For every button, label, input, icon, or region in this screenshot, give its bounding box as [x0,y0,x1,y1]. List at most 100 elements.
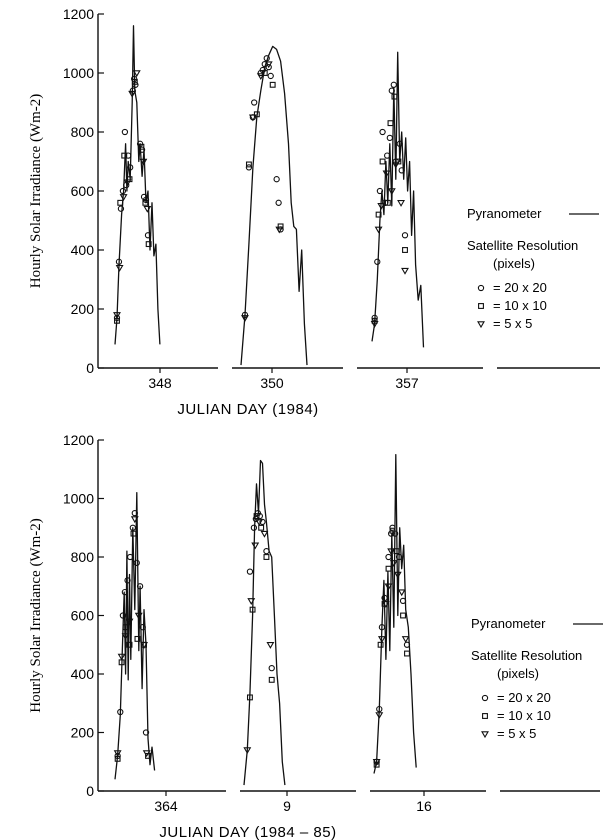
circle-point [401,232,409,239]
legend-title: Satellite Resolution [467,238,578,253]
circle-point [119,612,127,619]
circle-point [246,568,254,575]
triangle-point [377,636,386,644]
x-tick-label: 9 [283,798,291,814]
triangle-point [128,90,137,98]
y-tick-label: 1200 [63,432,94,448]
square-point [384,199,391,206]
circle-point [144,232,152,239]
triangle-point [391,161,400,169]
square-point [138,143,145,150]
triangle-point [117,653,126,661]
circle-point [117,708,124,716]
square-point [268,676,275,683]
circle-point [117,205,125,212]
legend-circle-swatch [481,694,489,702]
circle-point [273,176,280,183]
y-tick-label: 1000 [63,65,94,81]
legend-square-swatch [482,713,488,719]
triangle-point [389,560,398,567]
legend-triangle-swatch [477,321,485,329]
series-circle [113,55,409,321]
triangle-point [370,321,379,328]
legend-subtitle: (pixels) [497,666,539,681]
pyranometer-line [114,25,161,345]
triangle-point [387,188,396,196]
circle-point [390,81,397,88]
square-point [404,650,410,657]
triangle-point [377,203,386,210]
triangle-point [397,200,405,207]
circle-point [129,524,136,531]
y-tick-label: 1200 [63,6,94,22]
x-tick-label: 357 [395,375,419,391]
square-point [375,211,382,218]
triangle-point [115,264,124,272]
square-point [263,554,270,560]
x-tick-label: 16 [416,798,432,814]
triangle-point [401,636,410,644]
circle-point [399,597,407,605]
y-tick-label: 600 [71,183,95,199]
circle-point [139,624,146,631]
series-pyranometer [114,453,417,786]
square-point [145,241,152,248]
circle-point [250,524,258,531]
triangle-point [125,618,134,626]
triangle-point [134,612,143,620]
triangle-point [375,712,384,720]
square-point [371,317,378,324]
y-tick-label: 0 [86,783,94,799]
circle-point [121,588,129,596]
square-point [387,120,394,127]
square-point [402,247,408,253]
legend-title: Satellite Resolution [471,648,582,663]
triangle-point [113,312,121,320]
y-tick-label: 0 [86,360,94,376]
circle-point [124,577,131,584]
triangle-point [381,601,390,608]
square-point [258,524,265,531]
triangle-point [266,642,275,649]
pyranometer-line [243,459,286,786]
circle-point [268,665,275,672]
square-point [126,641,133,648]
triangle-point [248,114,257,122]
circle-point [119,187,127,195]
triangle-point [393,571,402,579]
triangle-point [401,267,409,275]
square-point [249,606,256,613]
legend-circle-swatch [477,284,485,292]
series-circle [114,509,411,765]
circle-point [396,140,403,147]
square-point [253,111,260,118]
circle-point [398,167,405,174]
square-point [391,93,398,100]
y-tick-label: 800 [71,124,95,140]
square-point [379,158,386,165]
pyranometer-line [114,492,156,780]
y-axis-label: Hourly Solar Irradiance (Wm-2) [28,518,44,713]
triangle-point [264,61,273,69]
triangle-point [382,170,391,178]
legend-item-label: = 20 x 20 [493,280,547,295]
legend-item-label: = 5 x 5 [497,726,536,741]
legend-item-label: = 5 x 5 [493,316,532,331]
legend-line-label: Pyranometer [471,616,546,631]
chart-panel-1: 0 200 400 600 800 1000 1200 348 350 357 Hourly Sol… [28,6,600,418]
square-point [142,199,149,206]
square-point [121,152,128,159]
square-point [122,624,129,631]
square-point [117,199,124,206]
triangle-point [132,70,141,78]
triangle-point [247,598,256,605]
square-point [277,223,284,230]
triangle-point [372,759,381,766]
square-point [269,81,276,88]
triangle-point [241,315,249,322]
circle-point [133,559,140,566]
triangle-point [139,158,148,166]
series-pyranometer [114,25,425,366]
triangle-point [119,194,128,202]
legend-line-label: Pyranometer [467,206,542,221]
